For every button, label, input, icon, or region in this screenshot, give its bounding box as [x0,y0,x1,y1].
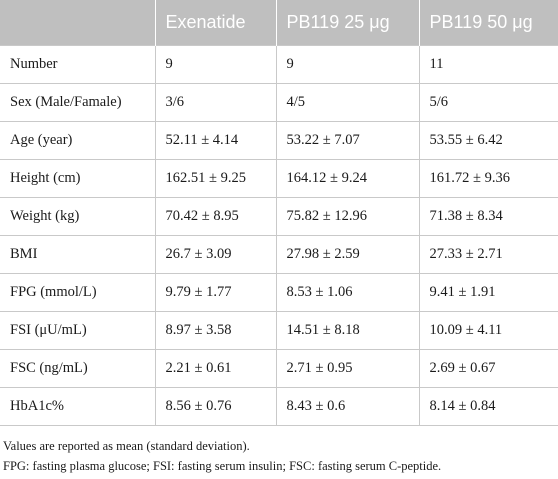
table-cell: 9 [275,45,419,84]
header-cell-pb119-25: PB119 25 μg [275,0,419,46]
table-cell: 5/6 [418,83,558,122]
table-cell: 8.53 ± 1.06 [275,273,419,312]
table-cell: 9 [154,45,276,84]
table-cell: 8.14 ± 0.84 [418,387,558,426]
table-cell: 10.09 ± 4.11 [418,311,558,350]
header-cell-pb119-50: PB119 50 μg [418,0,558,46]
table-cell: 9.41 ± 1.91 [418,273,558,312]
table-cell: 8.97 ± 3.58 [154,311,276,350]
table-row: FSI (μU/mL) 8.97 ± 3.58 14.51 ± 8.18 10.… [0,311,558,350]
table-cell: 26.7 ± 3.09 [154,235,276,274]
table-row: HbA1c% 8.56 ± 0.76 8.43 ± 0.6 8.14 ± 0.8… [0,387,558,426]
table-row: FPG (mmol/L) 9.79 ± 1.77 8.53 ± 1.06 9.4… [0,273,558,312]
table-cell: 71.38 ± 8.34 [418,197,558,236]
table-row: Age (year) 52.11 ± 4.14 53.22 ± 7.07 53.… [0,121,558,160]
table-row: Number 9 9 11 [0,45,558,84]
table-row: Sex (Male/Famale) 3/6 4/5 5/6 [0,83,558,122]
row-label: FSI (μU/mL) [0,311,155,350]
table-footnotes: Values are reported as mean (standard de… [0,426,558,476]
row-label: Weight (kg) [0,197,155,236]
row-label: Age (year) [0,121,155,160]
table-cell: 164.12 ± 9.24 [275,159,419,198]
table-cell: 14.51 ± 8.18 [275,311,419,350]
row-label: Number [0,45,155,84]
table-cell: 27.33 ± 2.71 [418,235,558,274]
table-cell: 53.55 ± 6.42 [418,121,558,160]
header-cell-blank [0,0,155,46]
row-label: BMI [0,235,155,274]
footnote-values: Values are reported as mean (standard de… [3,439,250,453]
table-cell: 9.79 ± 1.77 [154,273,276,312]
row-label: FPG (mmol/L) [0,273,155,312]
row-label: FSC (ng/mL) [0,349,155,388]
row-label: Height (cm) [0,159,155,198]
table-cell: 8.43 ± 0.6 [275,387,419,426]
table-cell: 162.51 ± 9.25 [154,159,276,198]
table-cell: 161.72 ± 9.36 [418,159,558,198]
table-cell: 2.21 ± 0.61 [154,349,276,388]
table-row: FSC (ng/mL) 2.21 ± 0.61 2.71 ± 0.95 2.69… [0,349,558,388]
table-cell: 75.82 ± 12.96 [275,197,419,236]
table-cell: 70.42 ± 8.95 [154,197,276,236]
table-row: Height (cm) 162.51 ± 9.25 164.12 ± 9.24 … [0,159,558,198]
table-cell: 52.11 ± 4.14 [154,121,276,160]
table-cell: 27.98 ± 2.59 [275,235,419,274]
table-row: BMI 26.7 ± 3.09 27.98 ± 2.59 27.33 ± 2.7… [0,235,558,274]
header-row: Exenatide PB119 25 μg PB119 50 μg [0,0,558,46]
table-row: Weight (kg) 70.42 ± 8.95 75.82 ± 12.96 7… [0,197,558,236]
row-label: HbA1c% [0,387,155,426]
demographics-table: Exenatide PB119 25 μg PB119 50 μg Number… [0,0,558,426]
table-cell: 8.56 ± 0.76 [154,387,276,426]
table-cell: 4/5 [275,83,419,122]
table-cell: 2.69 ± 0.67 [418,349,558,388]
table-cell: 11 [418,45,558,84]
table-cell: 2.71 ± 0.95 [275,349,419,388]
row-label: Sex (Male/Famale) [0,83,155,122]
table-cell: 53.22 ± 7.07 [275,121,419,160]
footnote-abbreviations: FPG: fasting plasma glucose; FSI: fastin… [3,459,442,473]
header-cell-exenatide: Exenatide [154,0,276,46]
table-cell: 3/6 [154,83,276,122]
